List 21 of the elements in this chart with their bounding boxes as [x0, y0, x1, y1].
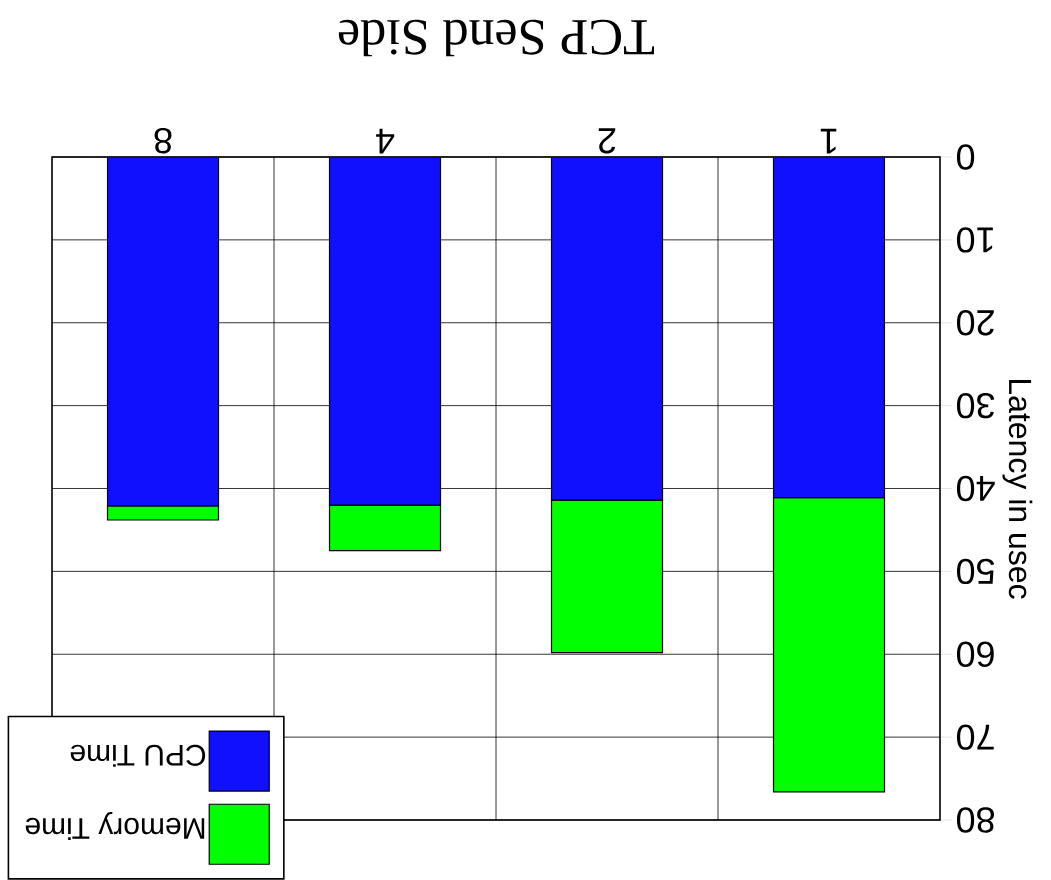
x-tick-label: 2	[598, 128, 616, 154]
y-tick-label: 80	[956, 807, 995, 833]
x-tick-label: 8	[154, 127, 172, 154]
y-tick-label: 40	[956, 475, 995, 502]
x-tick-label: 1	[820, 128, 837, 154]
y-tick-label: 30	[956, 392, 995, 419]
chart-title: TCP Send Side	[338, 19, 654, 57]
y-axis-title: Latency in usec	[1002, 379, 1033, 599]
y-tick-label: 20	[956, 310, 994, 336]
y-tick-label: 10	[956, 227, 993, 253]
bar	[106, 157, 220, 507]
legend-label: Memory Time	[25, 811, 205, 840]
y-tick-label: 70	[956, 724, 994, 750]
legend-label: CPU Time	[70, 744, 206, 767]
bar	[328, 157, 442, 506]
y-tick-label: 60	[956, 641, 994, 667]
bar	[550, 157, 664, 501]
y-tick-label: 0	[956, 144, 975, 170]
bar	[772, 157, 886, 499]
x-tick-label: 4	[376, 128, 395, 154]
y-tick-label: 50	[956, 558, 995, 585]
